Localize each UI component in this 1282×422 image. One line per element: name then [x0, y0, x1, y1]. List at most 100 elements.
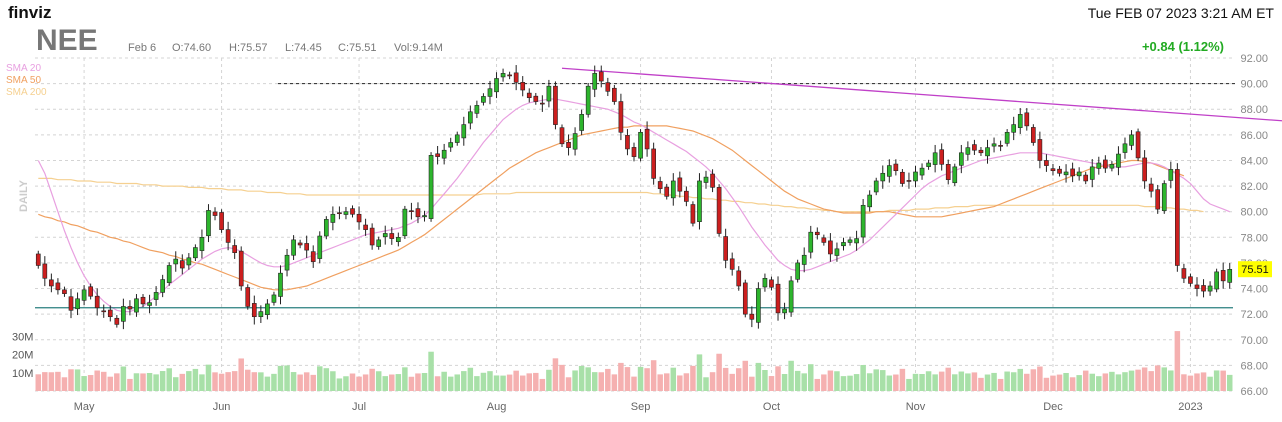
- candle-body: [147, 302, 152, 306]
- candle-body: [1155, 189, 1161, 210]
- candle-body: [258, 311, 264, 318]
- volume-bar: [238, 358, 244, 391]
- volume-bar: [677, 375, 683, 391]
- candle-body: [801, 254, 807, 265]
- candle-body: [1181, 268, 1187, 279]
- volume-bar: [526, 373, 533, 391]
- volume-bar: [317, 366, 323, 391]
- volume-bar: [624, 367, 631, 391]
- volume-bar: [899, 368, 906, 391]
- volume-bar: [559, 364, 565, 391]
- volume-bar: [205, 364, 212, 391]
- candle-body: [395, 237, 401, 242]
- volume-bar: [657, 374, 663, 391]
- volume-bar: [591, 372, 598, 391]
- candle-body: [670, 180, 676, 199]
- y-tick-label: 86.00: [1240, 130, 1268, 142]
- candle-body: [553, 85, 558, 125]
- candle-body: [114, 317, 120, 325]
- volume-bar: [1030, 369, 1037, 391]
- candle-body: [1083, 174, 1089, 182]
- candle-body: [1024, 112, 1030, 127]
- x-tick-label: 2023: [1178, 401, 1202, 413]
- volume-bar: [199, 374, 205, 391]
- candle-body: [1089, 166, 1095, 180]
- candle-body: [697, 180, 702, 222]
- volume-bar: [48, 372, 55, 391]
- volume-bar: [578, 365, 585, 391]
- legend-sma200: SMA 200: [6, 87, 47, 98]
- candle-body: [788, 280, 794, 313]
- candle-body: [1135, 131, 1141, 159]
- candle-body: [343, 211, 349, 215]
- volume-bar: [1109, 371, 1115, 391]
- volume-bar: [572, 370, 578, 391]
- candle-body: [153, 292, 159, 300]
- candle-body: [1103, 159, 1108, 169]
- candle-body: [101, 310, 107, 313]
- volume-bar: [415, 373, 421, 391]
- candle-body: [559, 127, 565, 145]
- candle-body: [1050, 168, 1056, 172]
- volume-bar: [447, 376, 454, 391]
- y-tick-label: 68.00: [1240, 360, 1268, 372]
- y-tick-label: 92.00: [1240, 53, 1268, 65]
- volume-bar: [68, 369, 74, 391]
- volume-bar: [735, 368, 742, 391]
- candle-body: [441, 149, 447, 159]
- candle-body: [121, 306, 126, 322]
- candle-body: [756, 288, 761, 323]
- volume-bar: [984, 374, 991, 391]
- candle-body: [710, 173, 715, 188]
- candle-body: [225, 229, 231, 243]
- logo[interactable]: finviz: [8, 3, 51, 22]
- volume-bar: [1168, 370, 1174, 391]
- candle-body: [926, 162, 931, 167]
- volume-bar: [873, 369, 879, 391]
- volume-bar: [369, 368, 375, 391]
- candle-body: [1194, 284, 1200, 289]
- volume-bar: [1213, 370, 1220, 391]
- candle-body: [1207, 285, 1213, 292]
- y-tick-label: 84.00: [1240, 155, 1268, 167]
- candle-body: [540, 102, 545, 105]
- candle-body: [703, 176, 709, 183]
- volume-bar: [74, 369, 81, 391]
- candle-body: [749, 313, 755, 320]
- volume-bar: [794, 370, 801, 391]
- candle-body: [278, 272, 283, 297]
- volume-bar: [1187, 375, 1194, 391]
- candle-body: [821, 237, 827, 243]
- candle-body: [729, 258, 735, 270]
- candle-body: [572, 133, 578, 150]
- candle-body: [1057, 168, 1062, 174]
- candle-body: [952, 166, 958, 184]
- volume-bar: [821, 374, 827, 391]
- candle-body: [612, 87, 617, 102]
- volume-bar: [506, 374, 513, 391]
- candle-body: [494, 78, 499, 93]
- volume-bar: [120, 366, 127, 391]
- volume-bar: [1004, 371, 1010, 391]
- volume-bar: [493, 375, 500, 391]
- volume-bar: [598, 372, 605, 391]
- volume-bar: [755, 362, 762, 391]
- volume-bar: [1200, 372, 1207, 391]
- candle-body: [454, 134, 460, 143]
- volume-bar: [336, 378, 343, 391]
- volume-bar: [245, 369, 251, 391]
- candle-body: [566, 141, 571, 148]
- volume-bar: [808, 364, 814, 391]
- candle-body: [337, 212, 342, 215]
- candle-body: [677, 177, 683, 192]
- candle-body: [886, 165, 892, 177]
- volume-bar: [703, 377, 709, 391]
- volume-bar: [827, 370, 834, 391]
- volume-bar: [533, 372, 539, 391]
- volume-bar: [421, 372, 428, 391]
- volume-bar: [487, 371, 493, 391]
- candle-body: [461, 124, 467, 139]
- candle-body: [860, 204, 866, 238]
- volume-bar: [480, 372, 487, 391]
